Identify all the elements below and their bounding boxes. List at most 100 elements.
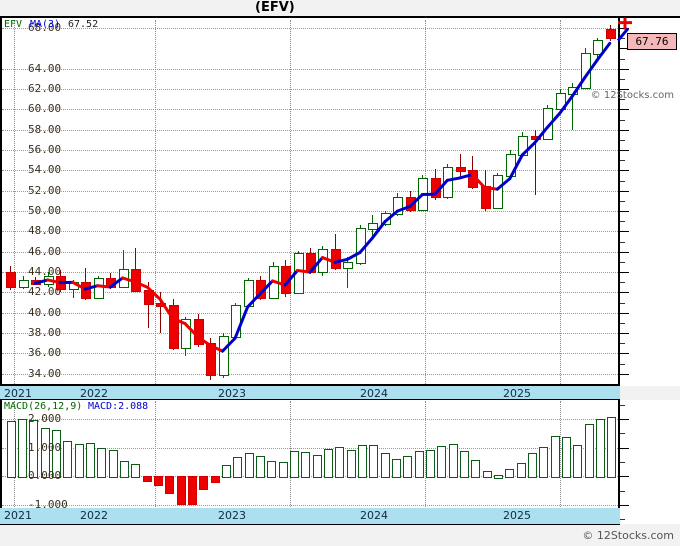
- macd-bar-negative: [177, 476, 186, 505]
- macd-y-label: 0.000: [28, 469, 62, 482]
- price-axis-column: [620, 18, 680, 386]
- macd-bar-positive: [585, 424, 594, 478]
- candle-body-up: [219, 336, 229, 376]
- macd-bar-positive: [517, 463, 526, 478]
- macd-bar-positive: [109, 450, 118, 478]
- candle-body-up: [181, 319, 191, 349]
- candle-body-up: [581, 53, 591, 89]
- y-gridline: [2, 130, 618, 131]
- macd-bar-negative: [154, 476, 163, 486]
- y-gridline: [2, 292, 618, 293]
- y-gridline: [2, 211, 618, 212]
- macd-bar-positive: [86, 443, 95, 478]
- macd-panel-right-border: [618, 400, 620, 524]
- x-axis-label: 2021: [4, 387, 32, 400]
- macd-legend-value: MACD:2.088: [88, 401, 149, 412]
- macd-bar-negative: [143, 476, 152, 482]
- y-axis-tick-minor: [620, 99, 625, 100]
- y-axis-tick-major: [620, 252, 629, 253]
- macd-bar-positive: [369, 445, 378, 478]
- macd-y-label: 2.000: [28, 412, 62, 425]
- candle-body-down: [144, 290, 154, 305]
- candle-body-up: [44, 276, 54, 285]
- y-axis-label: 40.00: [28, 306, 62, 319]
- y-axis-label: 50.00: [28, 204, 62, 217]
- candle-body-down: [481, 186, 491, 209]
- x-axis-label: 2025: [503, 509, 531, 522]
- candle-body-up: [381, 213, 391, 225]
- page-title: (EFV): [255, 0, 295, 15]
- candle-body-up: [568, 87, 578, 95]
- title-divider: [0, 16, 680, 18]
- candle-body-up: [19, 280, 29, 288]
- macd-y-label: -1.000: [28, 498, 68, 511]
- price-panel-right-border: [618, 18, 620, 386]
- y-axis-tick-minor: [620, 282, 625, 283]
- candle-body-down: [106, 278, 116, 288]
- macd-bar-positive: [267, 461, 276, 478]
- candle-body-down: [81, 282, 91, 299]
- candle-body-down: [306, 253, 316, 273]
- y-gridline: [2, 374, 618, 375]
- y-axis-label: 46.00: [28, 245, 62, 258]
- candle-body-up: [506, 154, 516, 177]
- y-gridline: [2, 313, 618, 314]
- y-gridline: [2, 69, 618, 70]
- candle-body-up: [356, 228, 366, 264]
- candle-body-down: [56, 276, 66, 290]
- y-axis-tick-major: [620, 231, 629, 232]
- y-axis-tick-minor: [620, 120, 625, 121]
- macd-bar-positive: [324, 449, 333, 478]
- y-axis-tick-major: [620, 353, 629, 354]
- candle-body-up: [593, 40, 603, 55]
- y-axis-tick-major: [620, 292, 629, 293]
- candle-body-down: [131, 269, 141, 292]
- x-gridline: [290, 20, 291, 384]
- candle-body-down: [194, 319, 204, 345]
- y-axis-tick-minor: [620, 59, 625, 60]
- y-axis-label: 56.00: [28, 143, 62, 156]
- candle-body-up: [518, 136, 528, 156]
- candle-body-up: [244, 280, 254, 307]
- macd-panel-top-border: [0, 399, 620, 400]
- y-axis-tick-major: [620, 313, 629, 314]
- candle-body-up: [393, 197, 403, 215]
- y-axis-tick-minor: [620, 38, 625, 39]
- x-gridline: [560, 401, 561, 523]
- macd-bar-positive: [7, 421, 16, 478]
- x-gridline: [560, 20, 561, 384]
- footer: [0, 526, 680, 546]
- macd-bar-positive: [437, 446, 446, 478]
- candle-wick: [148, 282, 149, 328]
- y-gridline: [2, 353, 618, 354]
- candle-body-up: [318, 249, 328, 273]
- y-axis-label: 60.00: [28, 102, 62, 115]
- candle-body-up: [94, 278, 104, 299]
- macd-bar-positive: [415, 451, 424, 478]
- last-price-flag: 67.76: [627, 32, 677, 50]
- y-axis-tick-major: [620, 69, 629, 70]
- macd-bar-positive: [358, 445, 367, 478]
- x-gridline: [14, 20, 15, 384]
- y-axis-tick-minor: [620, 201, 625, 202]
- y-axis-label: 64.00: [28, 62, 62, 75]
- macd-bar-positive: [279, 462, 288, 478]
- macd-bar-negative: [165, 476, 174, 494]
- macd-bar-positive: [131, 464, 140, 478]
- candle-body-down: [431, 178, 441, 198]
- candle-wick: [535, 130, 536, 195]
- y-axis-tick-minor: [620, 303, 625, 304]
- y-axis-tick-minor: [620, 262, 625, 263]
- candle-body-up: [294, 253, 304, 294]
- macd-bar-positive: [41, 428, 50, 478]
- y-gridline: [2, 191, 618, 192]
- macd-y-tick-minor: [620, 433, 625, 434]
- macd-gridline: [2, 505, 618, 506]
- y-axis-tick-minor: [620, 79, 625, 80]
- candle-body-up: [556, 93, 566, 110]
- macd-bar-positive: [539, 447, 548, 478]
- legend-symbol: EFV: [4, 19, 23, 30]
- candle-body-down: [169, 305, 179, 349]
- candle-body-up: [119, 269, 129, 288]
